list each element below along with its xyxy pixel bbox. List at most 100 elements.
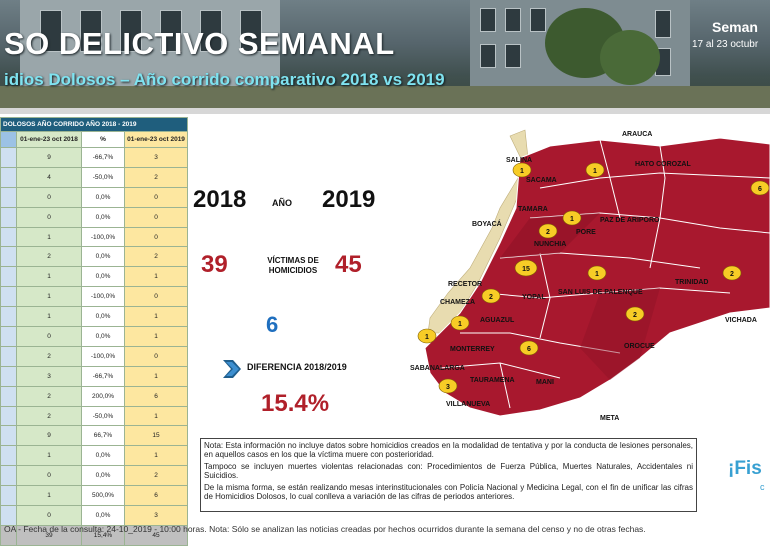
building-window <box>240 10 262 52</box>
table-cell: 1 <box>123 326 189 347</box>
table-cell: 0,0% <box>81 445 125 467</box>
table-cell: 0,0% <box>81 326 125 347</box>
label-paz-de-ariporo: PAZ DE ARIPORO <box>600 217 660 224</box>
table-cell: 1 <box>16 445 82 467</box>
marker-value: 1 <box>595 271 599 278</box>
marker-east: 6 <box>750 180 770 196</box>
table-cell: -100,0% <box>81 286 125 308</box>
fiscalia-logo-sub: c <box>760 482 765 492</box>
table-cell <box>0 365 17 387</box>
table-cell: 0,0% <box>81 186 125 208</box>
building-window <box>530 8 546 32</box>
page-title: SO DELICTIVO SEMANAL <box>4 26 395 61</box>
note-box: Nota: Esta información no incluye datos … <box>200 438 697 512</box>
table-row: 3 -66,7% 1 <box>0 365 189 387</box>
table-cell: 2 <box>123 465 189 487</box>
table-cell <box>0 166 17 188</box>
label-sabanalarga: SABANALARGA <box>410 365 465 372</box>
note-paragraph: De la misma forma, se están realizando m… <box>204 482 693 502</box>
header-divider <box>0 108 770 114</box>
table-cell: 0,0% <box>81 505 125 526</box>
label-arauca: ARAUCA <box>622 131 652 138</box>
table-cell: 2 <box>16 345 82 367</box>
table-cell <box>0 345 17 367</box>
table-cell: 0 <box>16 186 82 208</box>
label-chameza: CHAMEZA <box>440 299 475 306</box>
table-cell: 1 <box>16 286 82 308</box>
table-row: 9 -66,7% 3 <box>0 147 189 168</box>
chevron-right-icon <box>223 360 241 378</box>
marker-yopal: 15 <box>514 259 538 277</box>
table-row: 1 500,0% 6 <box>0 485 189 507</box>
table-cell <box>0 226 17 248</box>
table-row: 9 66,7% 15 <box>0 425 189 447</box>
label-tamara: TAMARA <box>518 206 548 213</box>
label-aguazul: AGUAZUL <box>480 317 515 324</box>
victims-label: VÍCTIMAS DE HOMICIDIOS <box>267 256 319 275</box>
building-window <box>120 10 142 52</box>
marker-mani: 6 <box>519 340 539 356</box>
table-cell: 15 <box>123 425 189 447</box>
marker-value: 6 <box>758 186 762 193</box>
marker-trinidad: 2 <box>722 265 742 281</box>
table-cell: 4 <box>16 166 82 188</box>
total-cell: 45 <box>123 524 189 546</box>
table-cell: 9 <box>16 147 82 168</box>
table-header: 01-ene-23 oct 2018 <box>16 131 82 148</box>
label-nunchia: NUNCHIA <box>534 241 566 248</box>
marker-value: 2 <box>730 271 734 278</box>
victims-2019: 45 <box>335 251 362 278</box>
table-cell <box>0 266 17 288</box>
building-window <box>505 8 521 32</box>
table-row: 0 0,0% 3 <box>0 505 189 526</box>
table-cell: 2 <box>16 385 82 407</box>
table-cell: 3 <box>123 505 189 526</box>
table-row: 1 0,0% 1 <box>0 445 189 467</box>
week-label: Seman <box>712 19 758 35</box>
table-cell: 0,0% <box>81 206 125 228</box>
table-row: 2 -100,0% 0 <box>0 345 189 367</box>
casanare-map: ARAUCA HATO COROZAL SALINA SACAMA TAMARA… <box>410 129 770 422</box>
table-cell: 66,7% <box>81 425 125 447</box>
note-paragraph: Nota: Esta información no incluye datos … <box>204 441 693 460</box>
table-cell <box>0 147 17 168</box>
table-row: 2 -50,0% 1 <box>0 405 189 427</box>
building-window <box>480 8 496 32</box>
marker-value: 2 <box>633 312 637 319</box>
table-cell <box>0 485 17 507</box>
difference-pct: 15.4% <box>261 390 330 417</box>
table-cell: 0 <box>123 286 189 308</box>
label-recetor: RECETOR <box>448 281 482 288</box>
table-cell <box>0 445 17 467</box>
difference-value: 6 <box>266 312 279 337</box>
table-cell: -50,0% <box>81 166 125 188</box>
note-paragraph: Tampoco se incluyen muertes violentas re… <box>204 461 693 481</box>
table-cell <box>0 326 17 347</box>
marker-value: 2 <box>546 229 550 236</box>
table-cell: 2 <box>123 246 189 268</box>
table-row: 1 -100,0% 0 <box>0 286 189 308</box>
table-cell <box>0 405 17 427</box>
marker-value: 1 <box>458 321 462 328</box>
year-2019: 2019 <box>322 186 376 213</box>
marker-value: 6 <box>527 346 531 353</box>
table-cell: 2 <box>16 405 82 427</box>
label-villanueva: VILLANUEVA <box>446 401 490 408</box>
building-window <box>480 44 496 68</box>
label-sacama: SACAMA <box>526 177 557 184</box>
year-2018: 2018 <box>193 186 247 213</box>
table-row: 0 0,0% 0 <box>0 206 189 228</box>
marker-value: 1 <box>570 216 574 223</box>
table-cell <box>0 306 17 328</box>
label-tauramena: TAURAMENA <box>470 377 515 384</box>
marker-aguazul: 2 <box>481 288 501 304</box>
building-window <box>655 10 671 38</box>
label-trinidad: TRINIDAD <box>675 279 708 286</box>
marker-hato-corozal: 1 <box>585 162 605 178</box>
table-cell <box>0 186 17 208</box>
building-window <box>505 44 521 68</box>
table-cell: 0 <box>16 326 82 347</box>
tree <box>600 30 660 85</box>
table-header <box>0 131 17 148</box>
table-cell: 2 <box>123 166 189 188</box>
